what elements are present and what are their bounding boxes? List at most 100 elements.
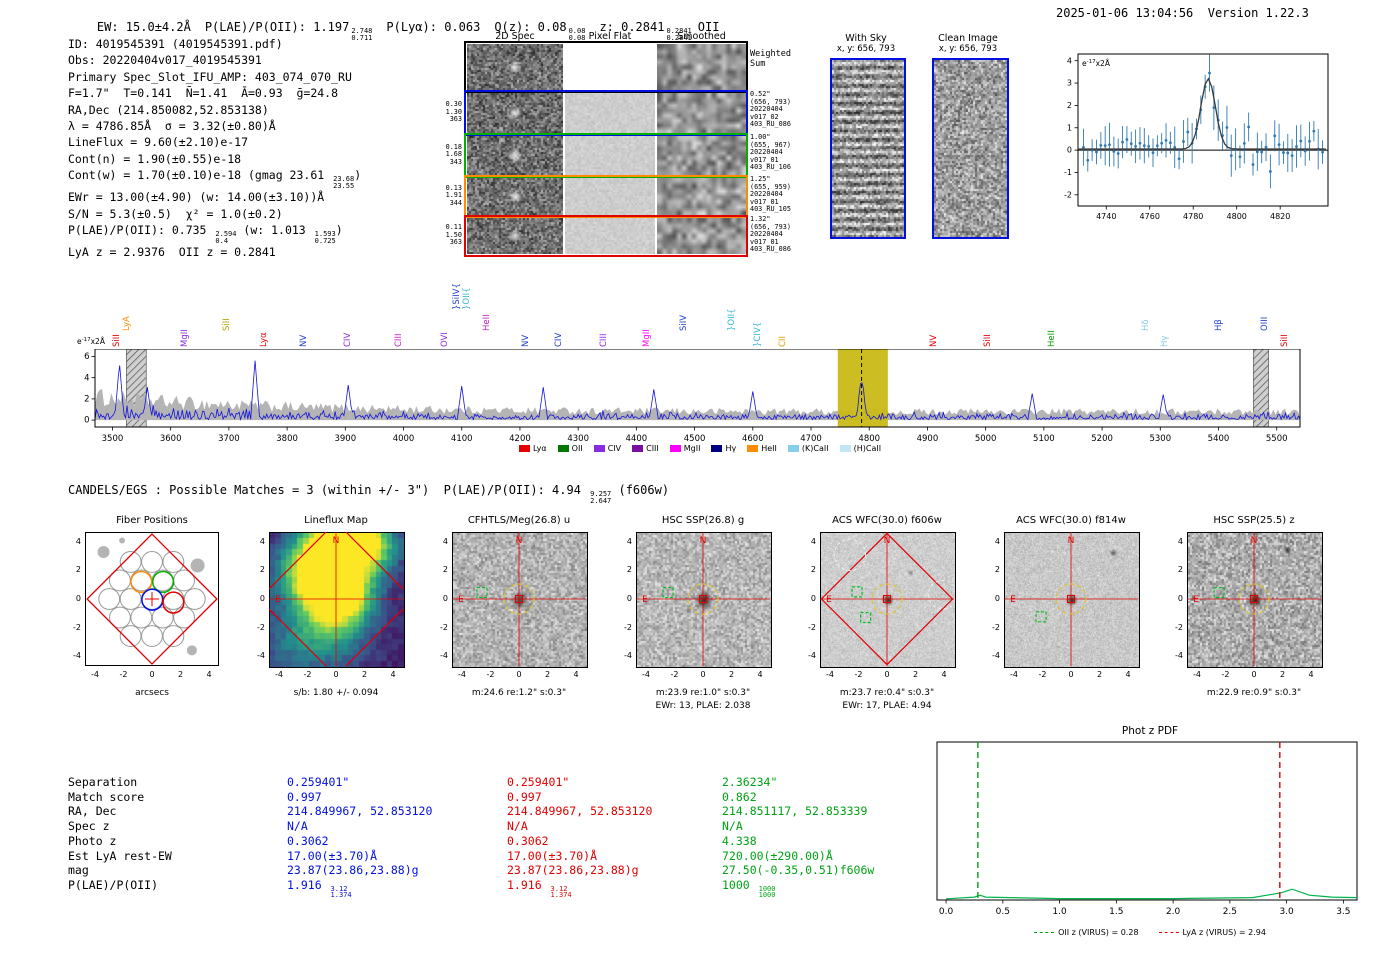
photz-legend-item: LyA z (VIRUS) = 2.94: [1158, 928, 1266, 937]
legend-label: CIII: [646, 444, 659, 453]
plae-text-a: P(LAE)/P(OII): 0.735: [68, 223, 214, 238]
cutout-xtick: 4: [1125, 670, 1131, 679]
catalog-match-box: [851, 586, 863, 598]
tick-label: N: [884, 536, 891, 546]
aperture-circle: [1238, 583, 1270, 615]
plae-text-b: (w: 1.013: [236, 223, 313, 238]
tick-label: 4300: [567, 434, 589, 444]
match-plae-value: 1.916 3.12 1.374: [507, 878, 572, 899]
cutout-ytick: 0: [626, 594, 632, 603]
photz-legend-swatch: [1158, 932, 1179, 933]
cutout-ytick: 2: [1177, 565, 1183, 575]
spec2d-left-value: 1.91: [445, 191, 462, 200]
cutout-ytick: -2: [440, 622, 448, 632]
cutout-xtick: 4: [757, 670, 763, 679]
match-value: 4.338: [722, 833, 757, 848]
aperture-circle: [1055, 583, 1087, 615]
cutout-ytick: 0: [810, 594, 816, 603]
emission-line-label-heii: HeII: [1047, 330, 1058, 347]
clean-image-title: Clean Image: [938, 33, 998, 44]
tick-label: 4700: [800, 434, 822, 444]
tick-label: 4: [84, 373, 89, 383]
summary-plae: P(LAE)/P(OII): 1.197: [204, 20, 350, 34]
summary-plae-frac: 2.748 0.711: [351, 28, 372, 41]
plae-value: 1.916: [507, 877, 549, 892]
legend-item: OII: [557, 444, 583, 453]
spec2d-row-border: [464, 175, 748, 218]
spec2d-left-value: 0.18: [445, 142, 462, 151]
cutout-xtick: -2: [1038, 670, 1047, 679]
match-value: 0.259401": [287, 775, 350, 789]
match-value: N/A: [287, 819, 308, 834]
cutout-xtick: -2: [486, 670, 495, 679]
spec2d-image: [467, 136, 563, 175]
cutout-xtick: -4: [274, 670, 283, 679]
cutout-xtick: -4: [825, 670, 834, 679]
aperture-circle: [687, 583, 719, 615]
with-sky-xy: x, y: 656, 793: [836, 44, 896, 54]
pixel-flat-image: [565, 93, 655, 133]
catalog-match-box: [1035, 611, 1047, 623]
fiber-circle: [130, 606, 153, 629]
tick-label: 4600: [742, 434, 764, 444]
info-sn-chi2: S/N = 5.3(±0.5) χ² = 1.0(±0.2): [68, 206, 283, 221]
smoothed-image: [657, 93, 746, 133]
cutout-ytick: 4: [1177, 536, 1183, 546]
spec2d-right-value: (655, 967): [750, 140, 791, 149]
cutout-ytick: -4: [992, 651, 1000, 661]
photz-frame: [936, 741, 1358, 901]
spec2d-right-value: v017_01: [750, 197, 779, 206]
cutout-ytick: 0: [442, 594, 448, 603]
cutout-xtick: -2: [1221, 670, 1230, 679]
photz-legend-item: OII z (VIRUS) = 0.28: [1034, 928, 1139, 937]
galaxy-smudge: [119, 537, 126, 544]
tick-label: 4760: [1140, 212, 1160, 221]
spec2d-right-labels: 1.32" (656, 793) 20220404 v017_01 403_RU_086: [750, 215, 791, 254]
spec2d-right-value: 1.32": [750, 215, 771, 223]
tick-label: 4: [1067, 56, 1072, 65]
cutout-xtick: 0: [1068, 670, 1074, 679]
tick-label: 4100: [451, 434, 473, 444]
emission-line-label-civ: }CIV{: [752, 321, 763, 347]
match-value: 0.997: [507, 789, 542, 804]
spec2d-right-value: 20220404: [750, 230, 783, 239]
match-row-label: Spec z: [68, 819, 110, 834]
cutout-xtick: 2: [1096, 670, 1103, 679]
lineflux-map: [269, 532, 405, 668]
legend-swatch: [518, 445, 530, 452]
cutout-overlay: NE: [269, 532, 403, 666]
spec2d-left-value: 0.11: [445, 223, 462, 231]
fiber-circle: [109, 606, 131, 629]
tick-label: 5100: [1033, 434, 1055, 444]
spec2d-image: [467, 93, 563, 133]
spec2d-right-value: 20220404: [750, 190, 783, 199]
spec2d-left-value: 1.68: [445, 150, 462, 159]
cutout-ytick: -2: [73, 622, 81, 632]
fiber-circle: [98, 588, 121, 610]
tick-label: N: [1068, 536, 1075, 546]
detection-info-block: ID: 4019545391 (4019545391.pdf) Obs: 202…: [68, 36, 361, 261]
target-marker: [882, 594, 892, 604]
tick-label: 2.0: [1166, 907, 1181, 917]
fiber-circle: [141, 551, 163, 573]
z-lower: 0.2841: [666, 33, 692, 42]
match-row-label: Separation: [68, 775, 138, 789]
info-cont-n: Cont(n) = 1.90(±0.55)e-18: [68, 151, 242, 166]
legend-swatch: [747, 445, 759, 452]
gaussian-fit-curve: [1078, 77, 1326, 150]
summary-qz: Q(z): 0.08: [494, 20, 567, 34]
tick-label: 1.0: [1052, 907, 1067, 917]
spec2d-right-value: 20220404: [750, 105, 783, 114]
match-value: 23.87(23.86,23.88)g: [287, 863, 419, 878]
tick-label: 5500: [1266, 434, 1288, 444]
photz-legend-swatch: [1034, 932, 1055, 933]
spectrum-frame: [94, 349, 1301, 428]
match-value: 17.00(±3.70)Å: [507, 848, 598, 863]
plae-text-c: ): [335, 223, 343, 238]
emission-line-label-civ: CIV: [554, 332, 565, 347]
spec2d-right-value: (656, 793): [750, 222, 791, 231]
legend-item: CIV: [593, 444, 621, 453]
cutout-ytick: -4: [257, 651, 265, 661]
cutout-xtick: 4: [573, 670, 579, 679]
tick-label: 3: [1067, 79, 1072, 88]
